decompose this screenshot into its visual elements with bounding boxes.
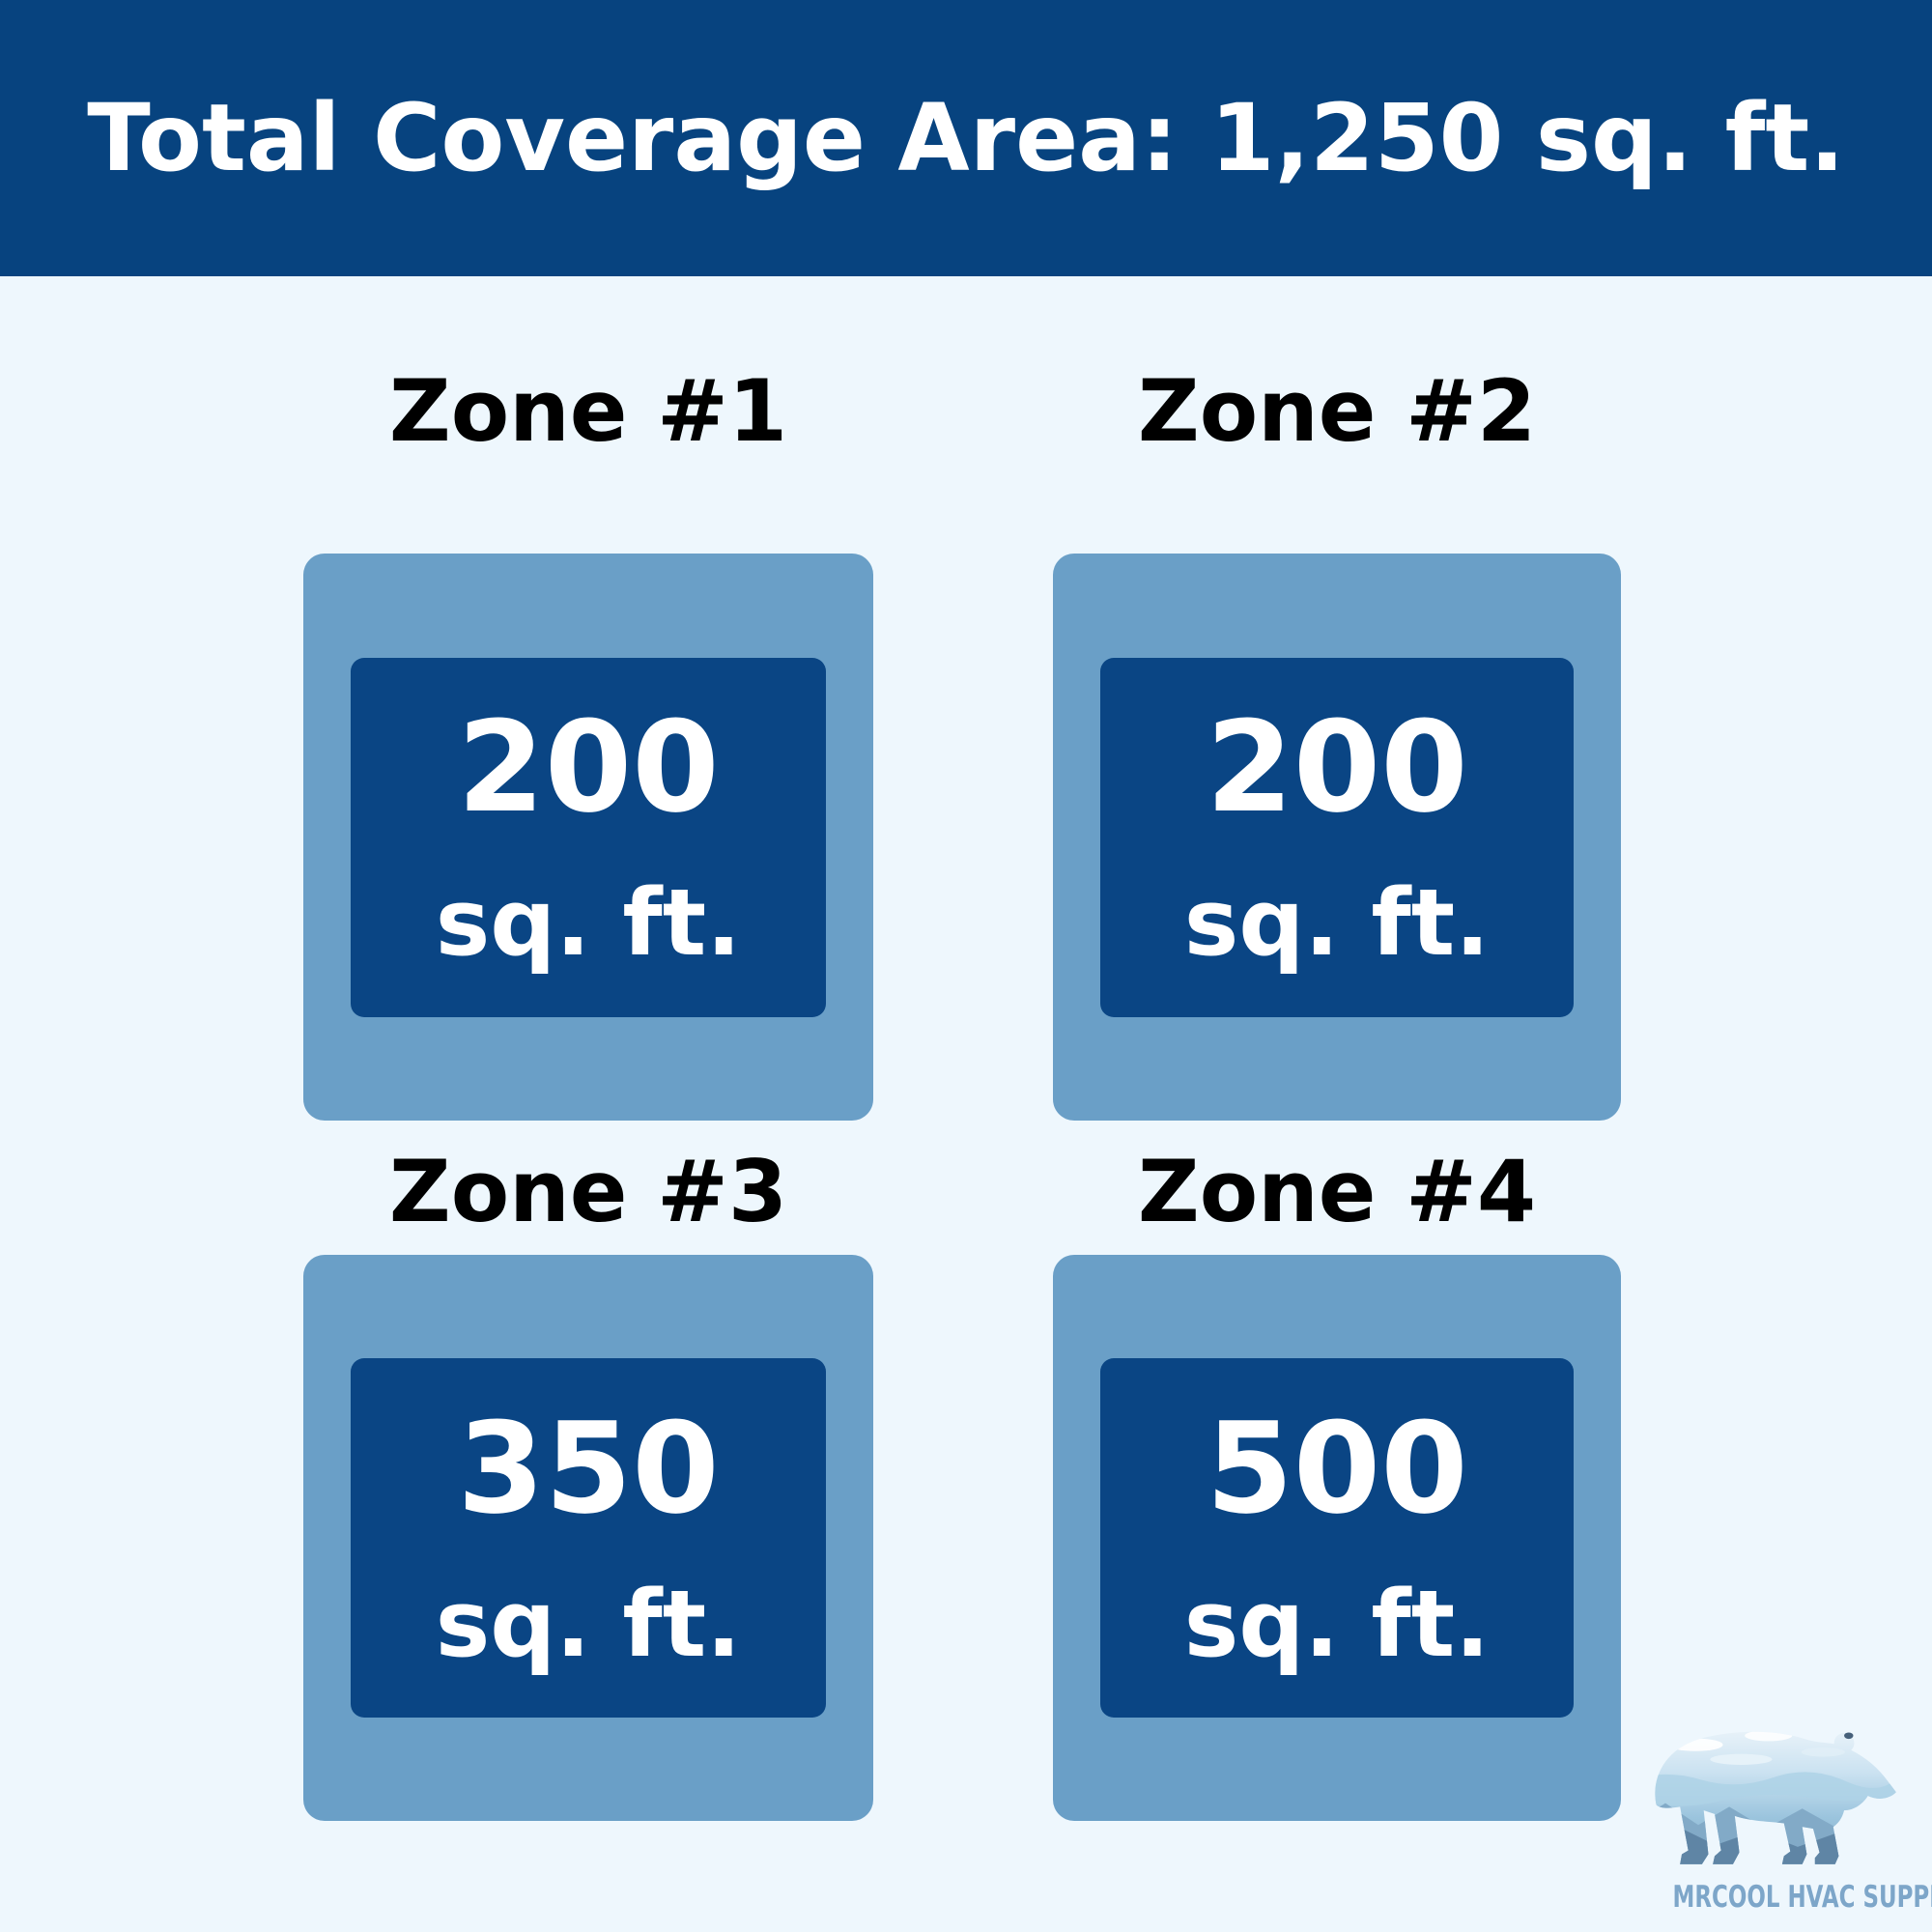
zone-1-unit: sq. ft.: [435, 870, 742, 977]
zone-1-inner-box: 200 sq. ft.: [351, 657, 826, 1017]
zone-2-value: 200: [1206, 694, 1468, 840]
zone-3-unit: sq. ft.: [435, 1571, 742, 1678]
brand-logo: MRCOOL HVAC SUPPLY: [1623, 1716, 1932, 1915]
header-banner: Total Coverage Area: 1,250 sq. ft.: [0, 0, 1932, 276]
zone-1-box: 200 sq. ft.: [303, 554, 873, 1121]
zone-1-label: Zone #1: [388, 361, 788, 461]
zone-3-value: 350: [457, 1394, 720, 1542]
zone-2-inner-box: 200 sq. ft.: [1100, 657, 1574, 1017]
zone-2-label: Zone #2: [1137, 361, 1537, 461]
zone-1-value: 200: [457, 694, 720, 840]
zone-4-unit: sq. ft.: [1183, 1571, 1491, 1678]
polar-bear-icon: [1655, 1731, 1896, 1864]
zone-4-box: 500 sq. ft.: [1053, 1255, 1621, 1821]
page-title: Total Coverage Area: 1,250 sq. ft.: [87, 84, 1845, 192]
zone-4-inner-box: 500 sq. ft.: [1100, 1358, 1574, 1718]
zone-4-label: Zone #4: [1137, 1142, 1537, 1241]
zone-2-unit: sq. ft.: [1183, 870, 1491, 977]
zone-3-box: 350 sq. ft.: [303, 1255, 873, 1821]
zone-3-inner-box: 350 sq. ft.: [351, 1358, 826, 1718]
zone-3-label: Zone #3: [388, 1142, 788, 1241]
brand-logo-text: MRCOOL HVAC SUPPLY: [1672, 1880, 1932, 1915]
zone-4-value: 500: [1206, 1394, 1468, 1542]
zone-2-box: 200 sq. ft.: [1053, 554, 1621, 1121]
